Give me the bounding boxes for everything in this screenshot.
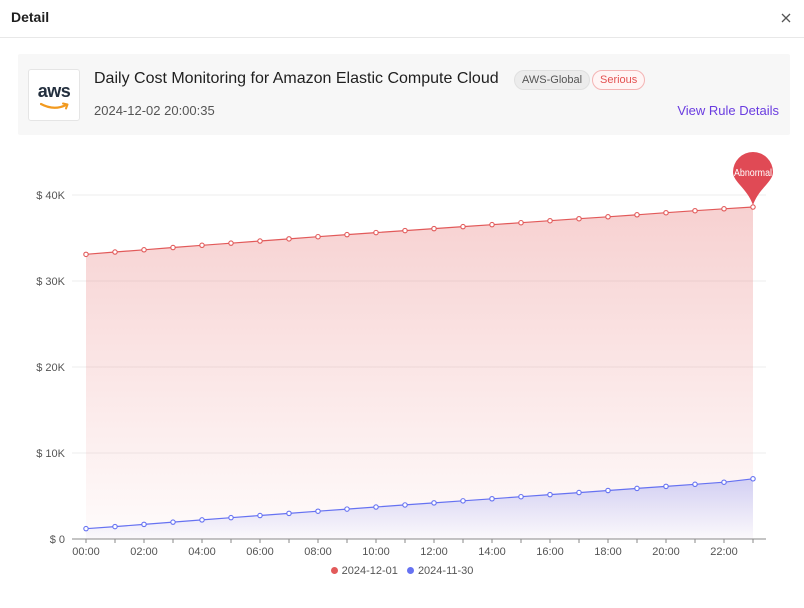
- data-point-2: [431, 500, 437, 506]
- data-point-1: [402, 227, 408, 234]
- x-tick-label: 12:00: [420, 546, 448, 558]
- legend-label-series-1: 2024-12-01: [341, 565, 398, 577]
- data-point-1: [750, 204, 756, 210]
- data-point-1: [170, 244, 176, 251]
- series-area-1: [86, 207, 753, 539]
- x-tick-label: 02:00: [130, 546, 158, 558]
- aws-logo: aws: [28, 69, 80, 121]
- data-point-2: [518, 493, 524, 500]
- data-point-2: [373, 504, 379, 510]
- chart-legend: 2024-12-01 2024-11-30: [0, 565, 804, 577]
- data-point-2: [547, 491, 553, 498]
- data-point-1: [257, 238, 263, 244]
- region-badge: AWS-Global: [514, 70, 591, 90]
- x-tick-label: 04:00: [188, 546, 216, 558]
- data-point-2: [489, 496, 495, 502]
- data-point-1: [315, 233, 321, 240]
- abnormal-label: Abnormal: [734, 168, 772, 179]
- data-point-1: [518, 219, 524, 226]
- data-point-2: [315, 508, 321, 514]
- x-tick-label: 20:00: [652, 546, 680, 558]
- data-point-1: [199, 242, 205, 249]
- severity-badge: Serious: [592, 70, 646, 90]
- data-point-1: [460, 223, 466, 230]
- x-tick-label: 00:00: [72, 546, 100, 558]
- data-point-2: [257, 512, 263, 519]
- data-point-1: [112, 249, 118, 255]
- close-icon[interactable]: [776, 8, 796, 28]
- data-point-1: [83, 251, 89, 258]
- data-point-2: [663, 483, 669, 490]
- data-point-2: [83, 525, 89, 532]
- view-rule-details-link[interactable]: View Rule Details: [677, 103, 779, 118]
- series-line-2: [85, 478, 754, 530]
- x-tick-label: 22:00: [710, 546, 738, 558]
- alert-timestamp: 2024-12-02 20:00:35: [94, 103, 215, 118]
- data-point-1: [663, 209, 669, 216]
- dialog-header: Detail: [0, 0, 804, 38]
- data-point-2: [141, 521, 147, 528]
- abnormal-marker: Abnormal: [733, 152, 773, 206]
- data-point-1: [605, 214, 611, 220]
- legend-item-series-2[interactable]: 2024-11-30: [406, 565, 474, 577]
- x-tick-label: 10:00: [362, 546, 390, 558]
- legend-item-series-1[interactable]: 2024-12-01: [330, 565, 398, 577]
- y-tick-label: $ 0: [50, 534, 65, 546]
- data-point-2: [634, 485, 640, 492]
- data-point-2: [228, 514, 234, 521]
- data-point-1: [141, 247, 147, 253]
- dialog-title: Detail: [11, 9, 50, 25]
- data-point-1: [373, 229, 379, 236]
- y-tick-label: $ 10K: [36, 448, 65, 460]
- cost-line-chart: $ 0 $ 10K $ 20K $ 30K $ 40K 00:00 02:00 04:00 06…: [36, 152, 773, 558]
- data-point-1: [721, 206, 727, 212]
- y-tick-label: $ 40K: [36, 190, 65, 202]
- data-point-1: [489, 221, 495, 228]
- data-point-1: [286, 236, 292, 242]
- x-tick-label: 08:00: [304, 546, 332, 558]
- y-tick-label: $ 20K: [36, 362, 65, 374]
- data-point-2: [112, 523, 118, 530]
- data-point-2: [576, 489, 582, 496]
- x-tick-label: 06:00: [246, 546, 274, 558]
- data-point-2: [721, 479, 727, 485]
- data-point-1: [634, 212, 640, 218]
- data-point-1: [692, 207, 698, 214]
- data-point-2: [286, 510, 292, 517]
- x-tick-label: 14:00: [478, 546, 506, 558]
- y-tick-label: $ 30K: [36, 276, 65, 288]
- data-point-1: [228, 240, 234, 246]
- alert-summary-card: aws Daily Cost Monitoring for Amazon Ela…: [18, 54, 790, 135]
- series-line-1: [85, 206, 754, 255]
- data-point-2: [750, 476, 756, 482]
- data-point-2: [605, 487, 611, 494]
- data-point-1: [431, 225, 437, 232]
- data-point-2: [460, 498, 466, 504]
- data-point-2: [402, 502, 408, 508]
- legend-dot-series-2: [406, 567, 414, 574]
- data-point-1: [547, 217, 553, 224]
- data-point-2: [199, 517, 205, 523]
- legend-label-series-2: 2024-11-30: [417, 565, 474, 577]
- data-point-2: [170, 519, 176, 525]
- x-tick-label: 18:00: [594, 546, 622, 558]
- data-point-2: [344, 506, 350, 512]
- data-point-2: [692, 481, 698, 488]
- data-point-1: [344, 231, 350, 238]
- data-point-1: [576, 215, 582, 222]
- aws-smile-icon: [40, 102, 69, 110]
- abnormal-pin-icon: [733, 152, 773, 206]
- series-area-2: [86, 478, 753, 539]
- legend-dot-series-1: [330, 567, 338, 574]
- x-tick-label: 16:00: [536, 546, 564, 558]
- alert-title: Daily Cost Monitoring for Amazon Elastic…: [94, 70, 499, 87]
